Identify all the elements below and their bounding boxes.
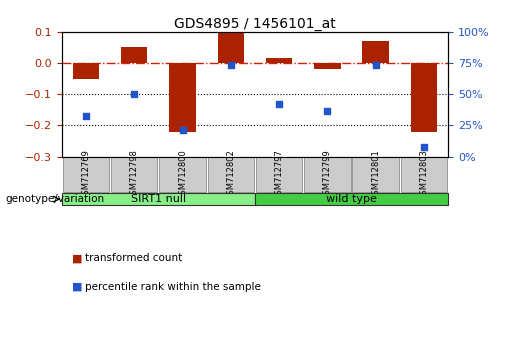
Point (178, 127, 186, 133)
FancyBboxPatch shape (304, 157, 351, 193)
Point (275, 101, 283, 107)
FancyBboxPatch shape (62, 193, 255, 205)
Point (420, 144, 428, 150)
Title: GDS4895 / 1456101_at: GDS4895 / 1456101_at (174, 17, 336, 31)
Bar (410, 63, 437, 132)
Point (82, 113, 90, 119)
Text: GSM712803: GSM712803 (419, 149, 428, 200)
Text: SIRT1 null: SIRT1 null (131, 194, 186, 204)
Text: genotype/variation: genotype/variation (5, 194, 104, 204)
Bar (314, 63, 340, 69)
Point (371, 62, 380, 67)
FancyBboxPatch shape (111, 157, 158, 193)
Text: GSM712800: GSM712800 (178, 149, 187, 200)
Text: wild type: wild type (326, 194, 377, 204)
Text: transformed count: transformed count (85, 253, 182, 263)
Bar (73, 63, 99, 79)
FancyBboxPatch shape (208, 157, 254, 193)
Text: percentile rank within the sample: percentile rank within the sample (85, 282, 261, 292)
Text: GSM712797: GSM712797 (274, 149, 284, 200)
Text: ■: ■ (72, 253, 82, 263)
FancyBboxPatch shape (159, 157, 205, 193)
Text: GSM712802: GSM712802 (226, 149, 235, 200)
Point (323, 109, 332, 114)
FancyBboxPatch shape (256, 157, 302, 193)
Bar (121, 47, 147, 63)
Text: GSM712801: GSM712801 (371, 149, 380, 200)
FancyBboxPatch shape (255, 193, 448, 205)
FancyBboxPatch shape (352, 157, 399, 193)
FancyBboxPatch shape (63, 157, 109, 193)
Bar (169, 63, 196, 132)
Text: GSM712799: GSM712799 (323, 149, 332, 200)
FancyBboxPatch shape (401, 157, 447, 193)
Text: GSM712769: GSM712769 (81, 149, 91, 200)
Point (130, 91, 139, 97)
Bar (363, 41, 389, 63)
Text: GSM712798: GSM712798 (130, 149, 139, 200)
Bar (266, 58, 293, 63)
Point (227, 62, 235, 67)
Bar (217, 33, 244, 63)
Text: ■: ■ (72, 282, 82, 292)
